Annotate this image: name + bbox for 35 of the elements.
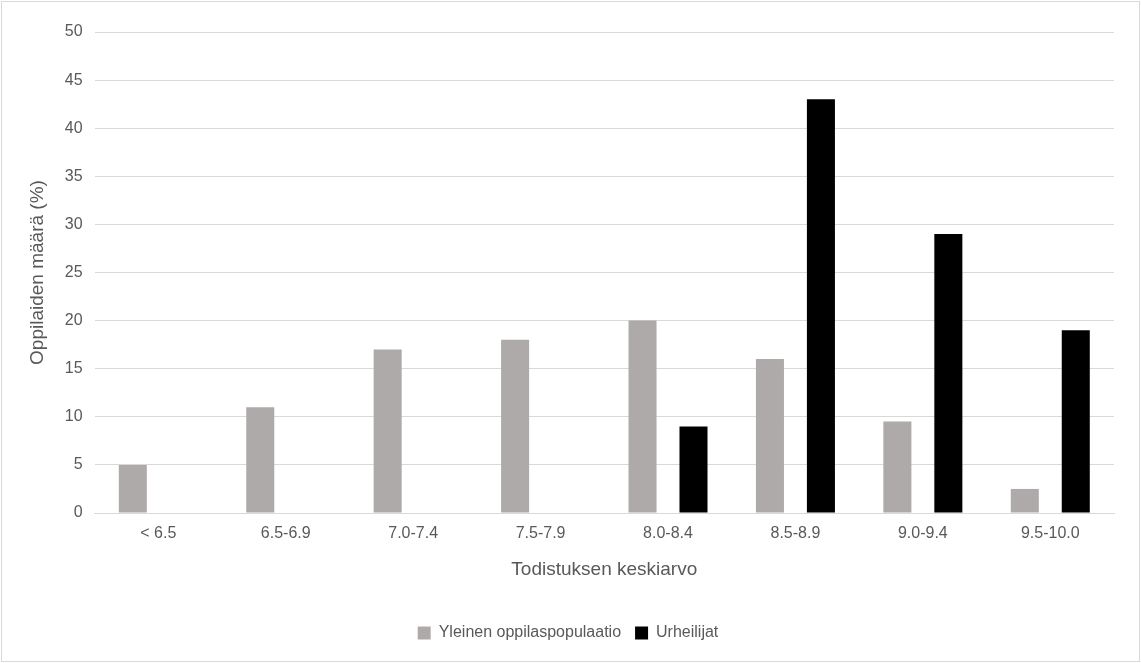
y-tick-label: 40 <box>64 118 83 136</box>
bar <box>373 349 402 513</box>
y-tick-label: 15 <box>64 359 83 377</box>
y-tick-label: 0 <box>73 503 83 521</box>
bar <box>755 359 784 513</box>
bar <box>246 407 275 513</box>
y-tick-label: 35 <box>64 166 83 184</box>
bar <box>806 99 835 513</box>
bar <box>934 234 963 513</box>
bar <box>628 320 657 513</box>
y-tick-label: 20 <box>64 311 83 329</box>
bar <box>1061 330 1090 513</box>
bar <box>883 421 912 513</box>
x-tick-label: 8.5-8.9 <box>770 524 821 542</box>
x-tick-label: 8.0-8.4 <box>643 524 694 542</box>
legend-label: Urheilijat <box>656 623 719 641</box>
x-tick-label: 9.0-9.4 <box>897 524 948 542</box>
x-tick-label: 9.5-10.0 <box>1020 524 1080 542</box>
bar <box>1010 488 1039 513</box>
y-tick-label: 10 <box>64 407 83 425</box>
x-tick-label: 7.5-7.9 <box>515 524 566 542</box>
x-axis-title: Todistuksen keskiarvo <box>511 557 698 579</box>
bar <box>501 339 530 513</box>
y-tick-label: 45 <box>64 70 83 88</box>
bar <box>118 464 147 513</box>
x-tick-label: 6.5-6.9 <box>260 524 311 542</box>
legend-label: Yleinen oppilaspopulaatio <box>438 623 622 641</box>
y-tick-label: 30 <box>64 214 83 232</box>
x-tick-label: 7.0-7.4 <box>388 524 439 542</box>
y-tick-label: 25 <box>64 262 83 280</box>
y-axis-title: Oppilaiden määrä (%) <box>25 180 47 365</box>
x-tick-label: < 6.5 <box>140 524 177 542</box>
y-tick-label: 5 <box>73 455 83 473</box>
y-tick-label: 50 <box>64 22 83 40</box>
bar <box>679 426 708 513</box>
